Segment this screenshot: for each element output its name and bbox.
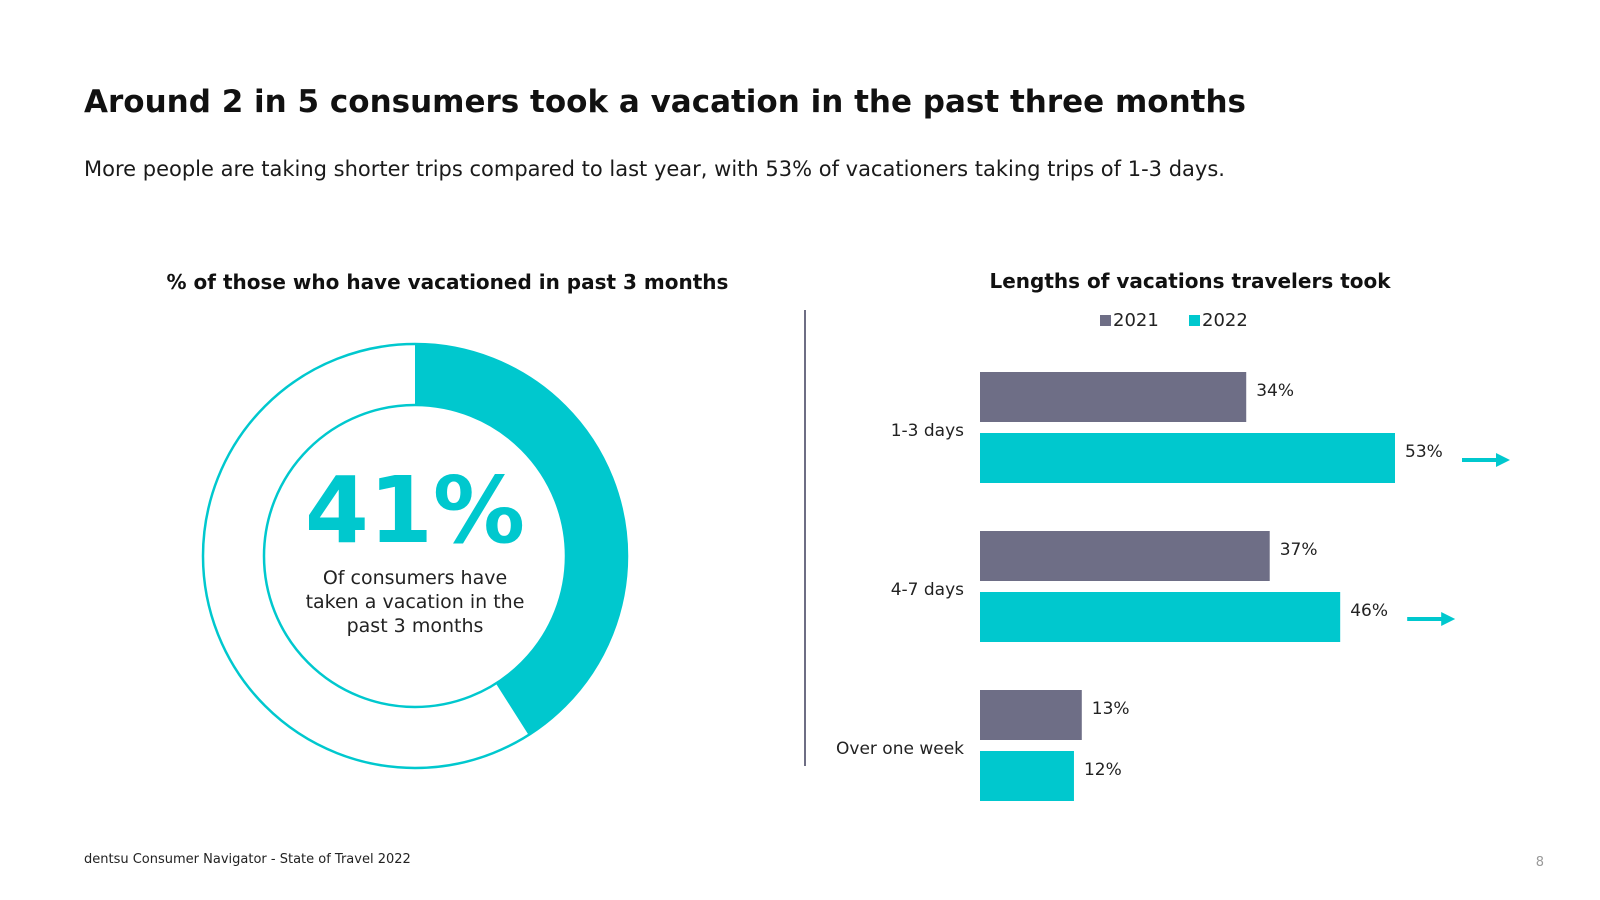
bar-2022: [980, 751, 1074, 801]
footer-source: dentsu Consumer Navigator - State of Tra…: [84, 852, 411, 867]
legend-label-2022: 2022: [1202, 310, 1248, 331]
donut-caption-line: past 3 months: [347, 615, 484, 637]
bar-value-label: 37%: [1280, 540, 1318, 560]
bar-2022: [980, 433, 1395, 483]
category-label: 1-3 days: [891, 421, 964, 441]
legend-swatch-2022: [1189, 315, 1200, 326]
bar-chart-title: Lengths of vacations travelers took: [989, 269, 1391, 293]
donut-chart-title: % of those who have vacationed in past 3…: [166, 270, 729, 294]
bar-2021: [980, 690, 1082, 740]
page-number: 8: [1535, 855, 1544, 870]
category-label: 4-7 days: [891, 580, 964, 600]
bar-2022: [980, 592, 1341, 642]
donut-caption-line: Of consumers have: [323, 567, 507, 589]
trend-arrow-icon: [1441, 612, 1456, 626]
bar-value-label: 46%: [1350, 601, 1388, 621]
bar-2021: [980, 531, 1270, 581]
legend-label-2021: 2021: [1113, 310, 1159, 331]
donut-caption-line: taken a vacation in the: [306, 591, 525, 613]
section-divider: [804, 310, 806, 766]
page-title: Around 2 in 5 consumers took a vacation …: [84, 84, 1246, 120]
bar-2021: [980, 372, 1247, 422]
category-label: Over one week: [836, 739, 964, 759]
bar-value-label: 12%: [1084, 760, 1122, 780]
legend-swatch-2021: [1100, 315, 1111, 326]
donut-slice-vacationed: [415, 344, 627, 735]
bar-value-label: 13%: [1092, 699, 1130, 719]
bar-value-label: 53%: [1405, 442, 1443, 462]
trend-arrow-icon: [1496, 453, 1510, 467]
bar-value-label: 34%: [1256, 381, 1294, 401]
page-subtitle: More people are taking shorter trips com…: [84, 157, 1225, 181]
donut-center-value: 41%: [305, 457, 525, 564]
